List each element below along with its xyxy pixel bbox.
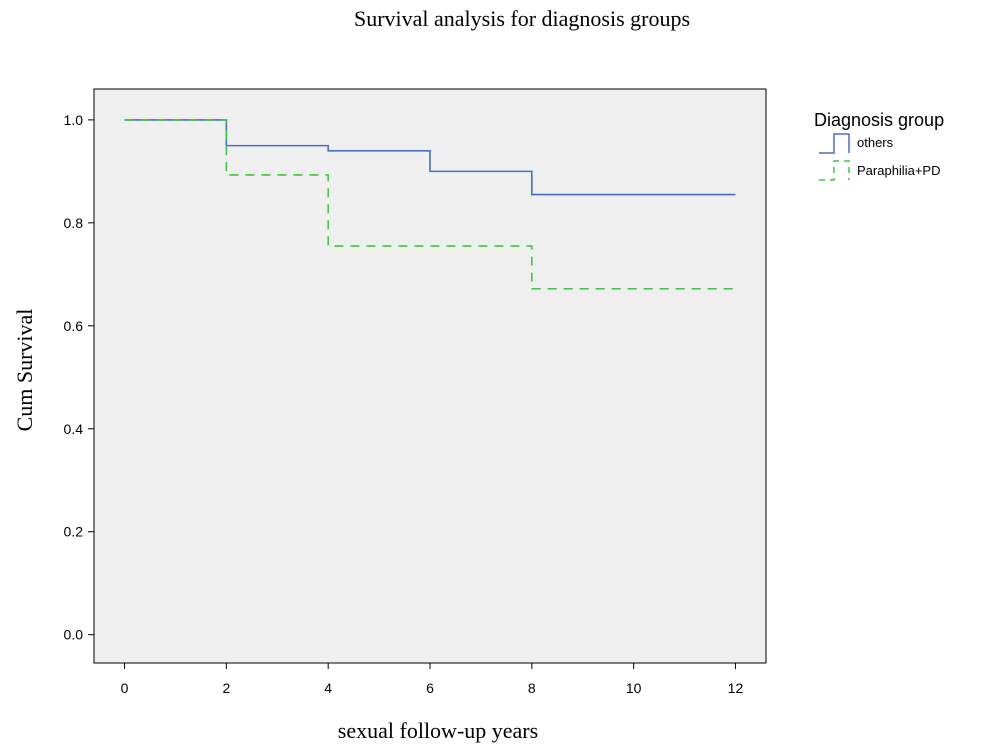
series-layer — [124, 119, 736, 290]
chart-title: Survival analysis for diagnosis groups — [354, 6, 690, 31]
legend: Diagnosis group others Paraphilia+PD — [814, 110, 944, 181]
legend-swatch-paraphilia-pd — [819, 160, 850, 181]
x-tick-label: 4 — [324, 680, 332, 696]
series-line-paraphilia-pd — [124, 119, 736, 290]
y-tick-label: 0.6 — [64, 318, 84, 334]
legend-swatch-others — [819, 133, 850, 154]
y-axis-ticks: 0.0 0.2 0.4 0.6 0.8 1.0 — [64, 112, 94, 643]
x-tick-label: 6 — [426, 680, 434, 696]
y-tick-label: 0.2 — [64, 524, 84, 540]
legend-title: Diagnosis group — [814, 110, 944, 130]
legend-label-paraphilia-pd: Paraphilia+PD — [857, 163, 940, 178]
y-tick-label: 0.0 — [64, 627, 84, 643]
legend-label-others: others — [857, 135, 894, 150]
x-axis-label: sexual follow-up years — [338, 718, 538, 743]
y-tick-label: 0.8 — [64, 215, 84, 231]
y-tick-label: 1.0 — [64, 112, 84, 128]
plot-area — [93, 88, 767, 664]
x-tick-label: 10 — [626, 680, 642, 696]
x-tick-label: 2 — [222, 680, 230, 696]
y-axis-label: Cum Survival — [12, 309, 37, 432]
x-tick-label: 12 — [728, 680, 744, 696]
x-tick-label: 8 — [528, 680, 536, 696]
x-axis-ticks: 0 2 4 6 8 10 12 — [121, 663, 744, 696]
x-tick-label: 0 — [121, 680, 129, 696]
y-tick-label: 0.4 — [64, 421, 84, 437]
